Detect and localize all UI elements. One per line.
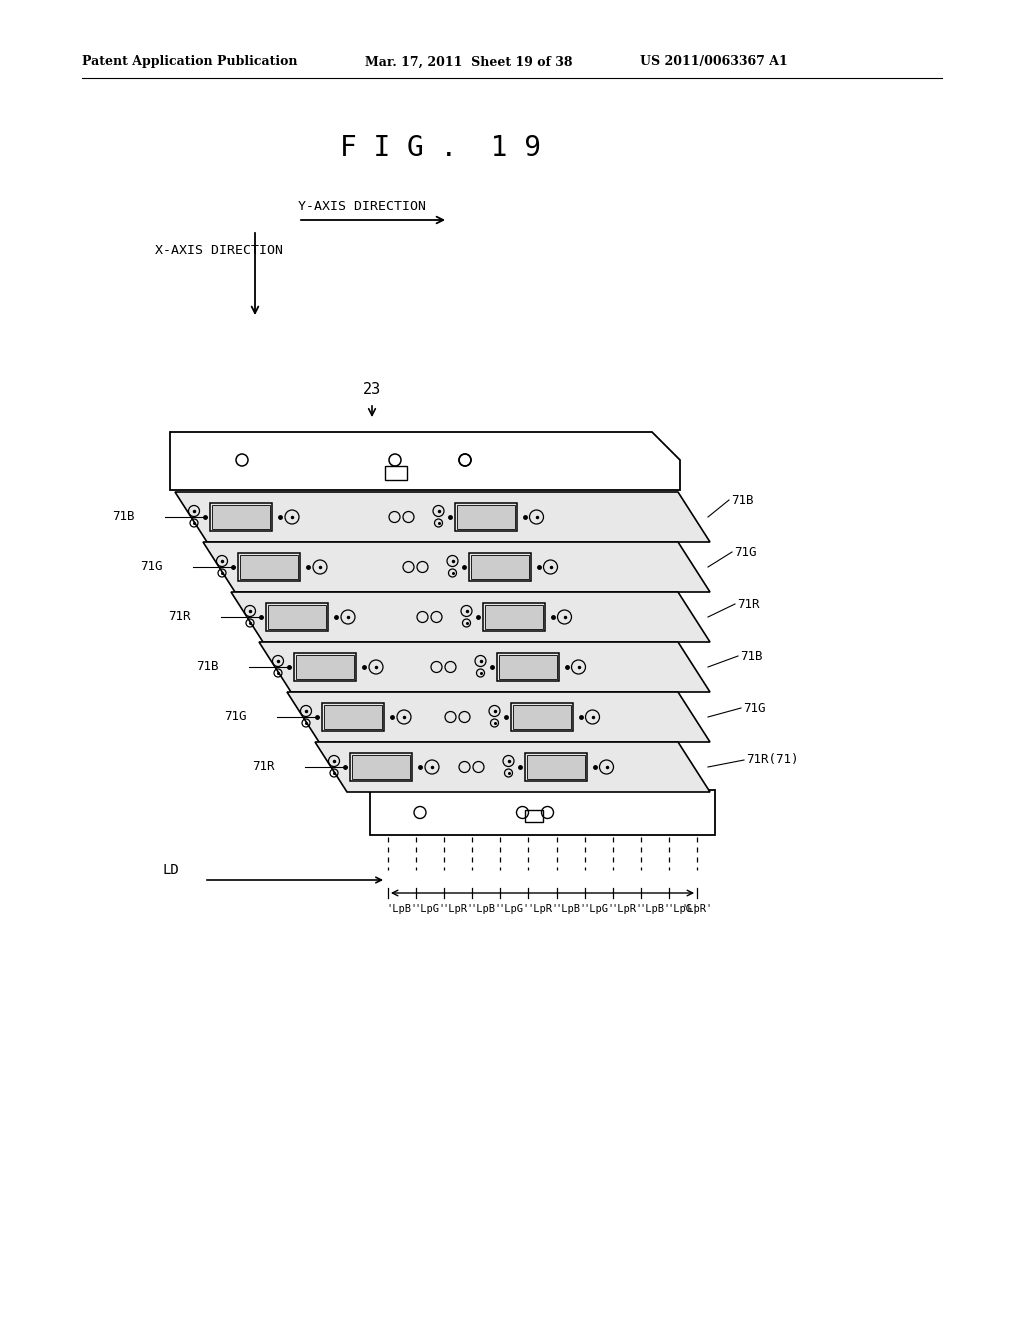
Polygon shape bbox=[203, 543, 710, 591]
Text: 71G: 71G bbox=[224, 710, 247, 723]
Bar bbox=[322, 704, 384, 731]
Bar bbox=[484, 605, 543, 630]
Text: Patent Application Publication: Patent Application Publication bbox=[82, 55, 298, 69]
Bar bbox=[469, 553, 530, 581]
Bar bbox=[497, 653, 558, 681]
Text: F I G .  1 9: F I G . 1 9 bbox=[340, 135, 541, 162]
Polygon shape bbox=[259, 642, 710, 692]
Bar bbox=[385, 466, 407, 480]
Polygon shape bbox=[175, 492, 710, 543]
Text: X-AXIS DIRECTION: X-AXIS DIRECTION bbox=[155, 243, 283, 256]
Bar bbox=[526, 755, 585, 779]
Text: 'LpR': 'LpR' bbox=[527, 904, 558, 913]
Bar bbox=[512, 705, 570, 729]
Text: 'LpG': 'LpG' bbox=[583, 904, 614, 913]
Text: 71R(71): 71R(71) bbox=[746, 754, 799, 767]
Text: 'LpB': 'LpB' bbox=[471, 904, 502, 913]
Text: 'LpB': 'LpB' bbox=[639, 904, 671, 913]
Bar bbox=[455, 503, 516, 531]
Text: 71G: 71G bbox=[140, 561, 163, 573]
Bar bbox=[296, 655, 354, 678]
Bar bbox=[266, 603, 328, 631]
Bar bbox=[240, 554, 298, 579]
Polygon shape bbox=[170, 432, 680, 490]
Bar bbox=[482, 603, 545, 631]
Text: 'LpG': 'LpG' bbox=[668, 904, 698, 913]
Bar bbox=[524, 809, 543, 821]
Bar bbox=[212, 506, 270, 529]
Text: US 2011/0063367 A1: US 2011/0063367 A1 bbox=[640, 55, 787, 69]
Bar bbox=[457, 506, 514, 529]
Text: 'LpR': 'LpR' bbox=[611, 904, 642, 913]
Bar bbox=[350, 752, 412, 781]
Text: 71B: 71B bbox=[112, 511, 134, 524]
Bar bbox=[524, 752, 587, 781]
Text: 'LpB': 'LpB' bbox=[386, 904, 418, 913]
Text: 'LpR': 'LpR' bbox=[681, 904, 713, 913]
Bar bbox=[511, 704, 572, 731]
Text: Y-AXIS DIRECTION: Y-AXIS DIRECTION bbox=[298, 201, 426, 214]
Polygon shape bbox=[231, 591, 710, 642]
Text: 71B: 71B bbox=[740, 649, 763, 663]
Bar bbox=[499, 655, 556, 678]
Text: LD: LD bbox=[162, 863, 179, 876]
Polygon shape bbox=[287, 692, 710, 742]
Text: 71B: 71B bbox=[731, 494, 754, 507]
Bar bbox=[324, 705, 382, 729]
Text: Mar. 17, 2011  Sheet 19 of 38: Mar. 17, 2011 Sheet 19 of 38 bbox=[365, 55, 572, 69]
Bar bbox=[210, 503, 272, 531]
Bar bbox=[352, 755, 410, 779]
Bar bbox=[294, 653, 356, 681]
Text: 'LpG': 'LpG' bbox=[499, 904, 530, 913]
Text: 23: 23 bbox=[362, 383, 381, 397]
Bar bbox=[268, 605, 326, 630]
Bar bbox=[238, 553, 300, 581]
Polygon shape bbox=[370, 789, 715, 836]
Text: 'LpG': 'LpG' bbox=[415, 904, 445, 913]
Text: 71R: 71R bbox=[252, 760, 274, 774]
Text: 71G: 71G bbox=[743, 701, 766, 714]
Text: 71G: 71G bbox=[734, 545, 757, 558]
Text: 'LpB': 'LpB' bbox=[555, 904, 586, 913]
Text: 71R: 71R bbox=[737, 598, 760, 610]
Text: 'LpR': 'LpR' bbox=[442, 904, 474, 913]
Polygon shape bbox=[315, 742, 710, 792]
Text: 71B: 71B bbox=[196, 660, 218, 673]
Bar bbox=[470, 554, 528, 579]
Text: 71R: 71R bbox=[168, 610, 190, 623]
